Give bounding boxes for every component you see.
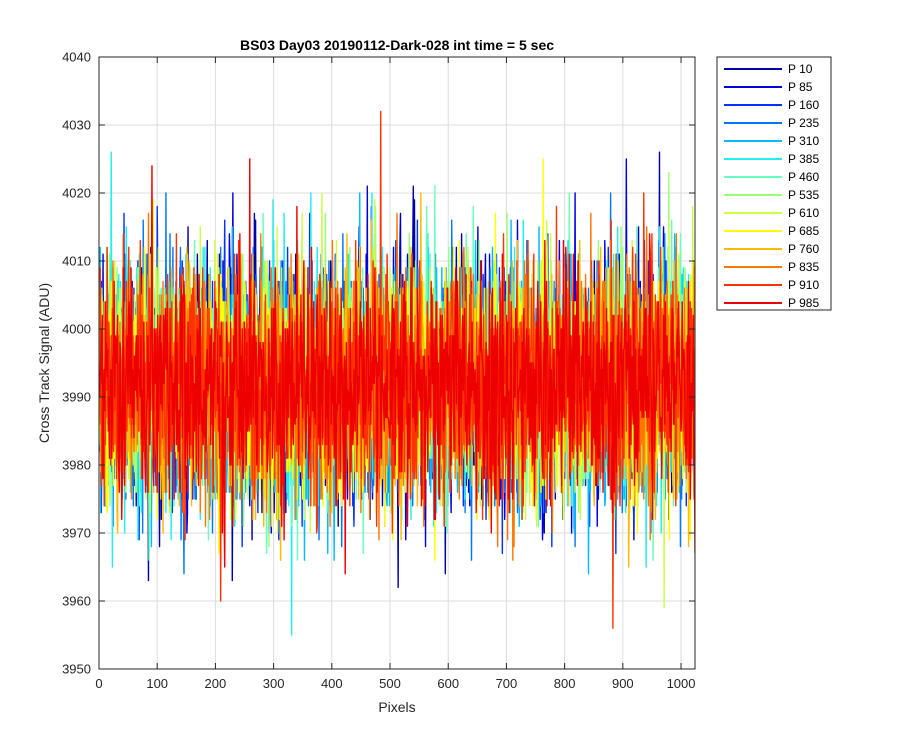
- x-tick-label: 1000: [667, 676, 696, 691]
- legend-entry: P 610: [788, 206, 819, 220]
- y-tick-label: 4040: [62, 50, 91, 65]
- legend-entry: P 235: [788, 116, 819, 130]
- y-tick-label: 3980: [62, 458, 91, 473]
- x-tick-label: 400: [321, 676, 343, 691]
- series-line-p-985: [99, 158, 695, 575]
- y-tick-label: 3950: [62, 662, 91, 677]
- y-tick-label: 3960: [62, 594, 91, 609]
- x-tick-label: 600: [437, 676, 459, 691]
- legend-entry: P 985: [788, 296, 819, 310]
- legend-entry: P 310: [788, 134, 819, 148]
- y-tick-label: 4020: [62, 186, 91, 201]
- x-tick-label: 100: [146, 676, 168, 691]
- x-axis-label: Pixels: [378, 699, 415, 715]
- legend-entry: P 460: [788, 170, 819, 184]
- legend-entry: P 160: [788, 98, 819, 112]
- y-tick-label: 4010: [62, 254, 91, 269]
- chart-title: BS03 Day03 20190112-Dark-028 int time = …: [240, 37, 554, 53]
- y-tick-label: 4030: [62, 118, 91, 133]
- x-tick-label: 300: [263, 676, 285, 691]
- y-tick-label: 4000: [62, 322, 91, 337]
- legend-entry: P 535: [788, 188, 819, 202]
- x-tick-label: 900: [612, 676, 634, 691]
- x-tick-label: 800: [554, 676, 576, 691]
- series-lines: [99, 110, 695, 636]
- legend-entry: P 10: [788, 62, 813, 76]
- plot-frame: [98, 56, 696, 670]
- y-tick-label: 3970: [62, 526, 91, 541]
- legend-entry: P 835: [788, 260, 819, 274]
- y-axis: 3950 3960 3970 3980 3990 4000 4010 4020 4030 4040: [62, 50, 695, 677]
- x-axis: 0 100 200 300 400 500 600 700 800 900 1000: [95, 57, 695, 691]
- y-axis-label: Cross Track Signal (ADU): [36, 283, 52, 443]
- x-tick-label: 700: [496, 676, 518, 691]
- legend-entry: P 910: [788, 278, 819, 292]
- legend-entry: P 85: [788, 80, 813, 94]
- legend-entry: P 385: [788, 152, 819, 166]
- x-tick-label: 0: [95, 676, 102, 691]
- legend: P 10 P 85 P 160 P 235 P 310 P 385 P 460 P 535 P …: [716, 56, 832, 311]
- y-tick-label: 3990: [62, 390, 91, 405]
- x-tick-label: 500: [379, 676, 401, 691]
- legend-entry: P 685: [788, 224, 819, 238]
- x-tick-label: 200: [205, 676, 227, 691]
- legend-entry: P 760: [788, 242, 819, 256]
